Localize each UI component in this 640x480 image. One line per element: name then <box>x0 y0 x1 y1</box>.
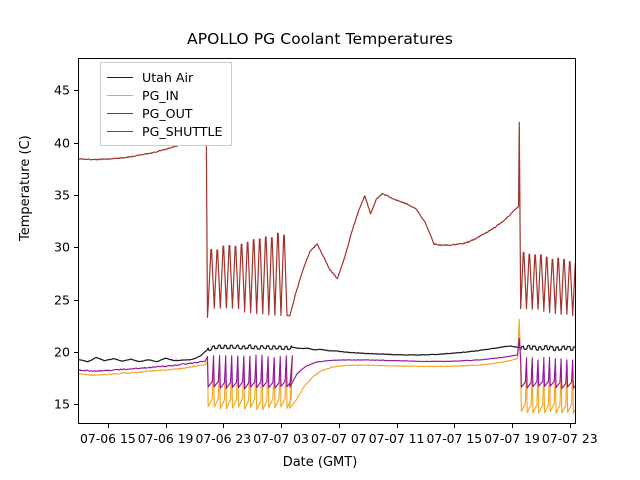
x-tick-label: 07-07 19 <box>484 431 540 446</box>
legend-item-pg-in[interactable]: PG_IN <box>107 86 222 104</box>
legend-label: PG_IN <box>142 87 179 103</box>
y-tick-mark <box>74 142 79 144</box>
y-tick-label: 40 <box>53 135 70 151</box>
series-canvas <box>79 121 575 415</box>
y-tick-label: 15 <box>53 396 70 412</box>
x-tick-mark <box>338 423 340 428</box>
y-tick-mark <box>74 351 79 353</box>
series-line-pg-out <box>79 337 575 390</box>
x-tick-label: 07-06 19 <box>137 431 194 446</box>
x-tick-label: 07-07 07 <box>310 431 367 446</box>
x-tick-mark <box>223 423 225 428</box>
x-tick-mark <box>454 423 456 428</box>
legend-item-utah-air[interactable]: Utah Air <box>107 68 222 86</box>
x-tick-label: 07-07 15 <box>426 431 483 446</box>
legend-item-pg-shuttle[interactable]: PG_SHUTTLE <box>107 122 222 140</box>
y-tick-label: 25 <box>53 292 70 307</box>
y-tick-label: 30 <box>53 239 70 255</box>
series-line-pg-in <box>79 318 575 415</box>
y-tick-mark <box>74 404 79 406</box>
series-line-pg-shuttle <box>79 121 575 318</box>
y-tick-mark <box>74 90 79 92</box>
x-tick-mark <box>569 423 571 428</box>
x-tick-mark <box>281 423 283 428</box>
x-tick-label: 07-07 11 <box>368 431 425 446</box>
x-tick-label: 07-06 23 <box>195 431 252 446</box>
y-tick-mark <box>74 194 79 196</box>
legend-label: Utah Air <box>142 69 194 85</box>
y-tick-mark <box>74 247 79 249</box>
x-axis-label: Date (GMT) <box>282 455 358 470</box>
y-tick-label: 35 <box>53 187 70 203</box>
plot-clip <box>79 59 575 423</box>
x-tick-mark <box>396 423 398 428</box>
x-tick-label: 07-07 23 <box>541 431 598 446</box>
legend-swatch-line <box>107 76 133 78</box>
x-tick-label: 07-06 15 <box>80 431 136 446</box>
y-axis-label: Temperature (C) <box>18 135 33 241</box>
legend-swatch-line <box>107 94 133 96</box>
x-tick-label: 07-07 03 <box>253 431 309 446</box>
legend-label: PG_SHUTTLE <box>142 123 223 139</box>
legend-swatch-line <box>107 130 133 132</box>
y-tick-mark <box>74 299 79 301</box>
x-tick-mark <box>107 423 109 428</box>
series-line-utah-air <box>79 344 575 363</box>
chart-title: APOLLO PG Coolant Temperatures <box>187 30 453 48</box>
legend-swatch-line <box>107 112 133 114</box>
legend-label: PG_OUT <box>142 105 193 121</box>
y-tick-label: 20 <box>53 344 70 360</box>
plot-area: 15 20 25 30 35 40 45 07-06 15 07-06 19 07-06 23 07… <box>54 58 598 446</box>
legend-item-pg-out[interactable]: PG_OUT <box>107 104 222 122</box>
x-tick-mark <box>512 423 514 428</box>
x-tick-mark <box>165 423 167 428</box>
legend: Utah Air PG_IN PG_OUT PG_SHUTTLE <box>100 62 233 146</box>
y-tick-label: 45 <box>53 82 70 98</box>
